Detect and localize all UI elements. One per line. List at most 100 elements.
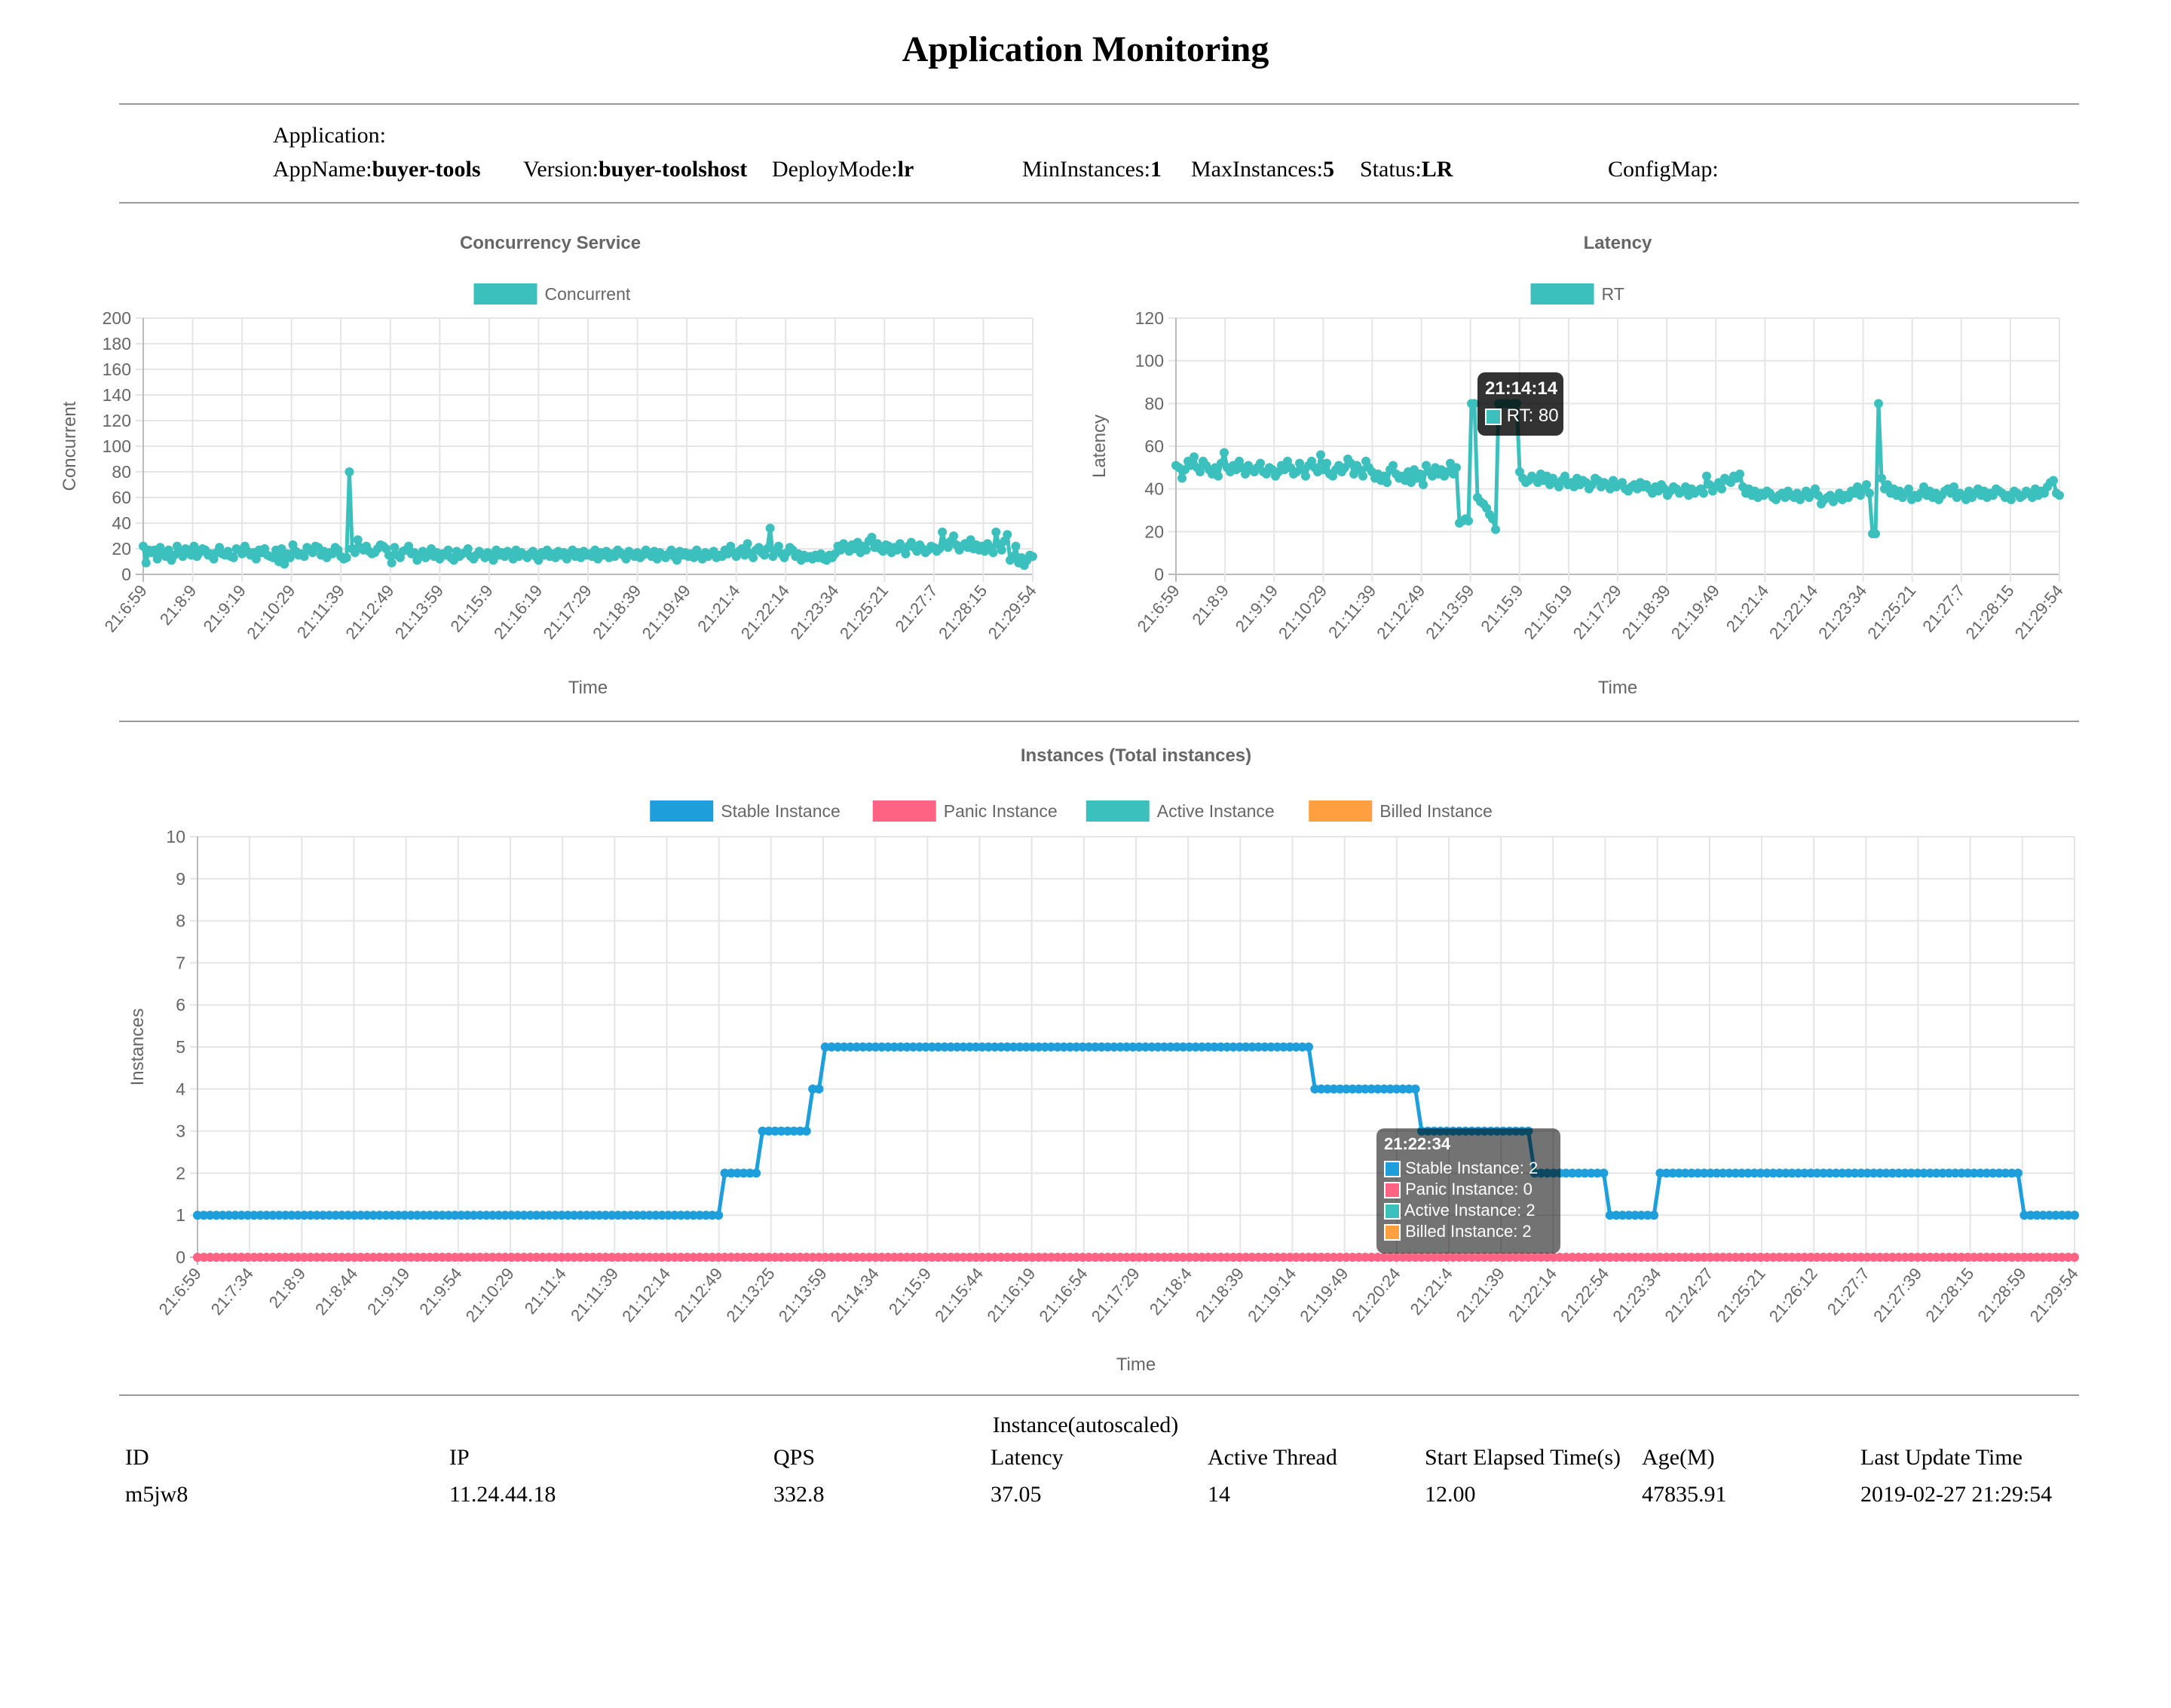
rt-point <box>1177 473 1187 483</box>
panic-point <box>406 1253 416 1262</box>
panic-point <box>1229 1253 1239 1262</box>
stable-point <box>2038 1211 2048 1220</box>
panic-point <box>381 1253 390 1262</box>
panic-point <box>1153 1253 1163 1262</box>
concurrent-point <box>384 550 393 560</box>
stable-point <box>1015 1042 1024 1051</box>
stable-point <box>406 1211 416 1220</box>
configmap-label: ConfigMap: <box>1608 157 1719 182</box>
panic-point <box>1141 1253 1150 1262</box>
panic-point <box>1944 1253 1954 1262</box>
stable-point <box>1863 1168 1872 1178</box>
application-label: Application: <box>273 123 386 148</box>
legend-label: Panic Instance <box>944 801 1058 821</box>
panic-point <box>1812 1253 1822 1262</box>
stable-point <box>538 1211 548 1220</box>
stable-point <box>1718 1168 1728 1178</box>
stable-point <box>507 1211 516 1220</box>
panic-point <box>1969 1253 1979 1262</box>
stable-point <box>833 1042 843 1051</box>
legend-label: RT <box>1602 284 1624 304</box>
x-tick-label: 21:19:49 <box>1667 581 1723 643</box>
x-tick-label: 21:22:14 <box>1765 581 1821 643</box>
stable-point <box>1285 1042 1295 1051</box>
stable-point <box>996 1042 1006 1051</box>
concurrent-point <box>765 523 775 533</box>
x-tick-label: 21:21:4 <box>1406 1264 1456 1318</box>
panic-point <box>1454 1253 1464 1262</box>
stable-point <box>1624 1211 1634 1220</box>
panic-point <box>733 1253 743 1262</box>
stable-point <box>312 1211 322 1220</box>
table-cell-active-thread: 14 <box>1208 1482 1230 1507</box>
stable-point <box>256 1211 265 1220</box>
instances-tooltip-stable: Stable Instance: 2 <box>1405 1159 1539 1177</box>
stable-point <box>1850 1168 1860 1178</box>
stable-point <box>1348 1084 1358 1094</box>
stable-point <box>1731 1168 1741 1178</box>
panic-point <box>2038 1253 2048 1262</box>
stable-point <box>1354 1084 1364 1094</box>
stable-point <box>1367 1084 1376 1094</box>
panic-point <box>331 1253 341 1262</box>
stable-point <box>1410 1084 1420 1094</box>
stable-point <box>984 1042 994 1051</box>
min-instances-field: MinInstances:1 <box>1022 157 1162 182</box>
page-title: Application Monitoring <box>902 29 1269 69</box>
max-instances-value: 5 <box>1322 157 1334 182</box>
stable-point <box>1844 1168 1854 1178</box>
rt-point <box>1491 525 1500 534</box>
panic-point <box>1505 1253 1514 1262</box>
table-cell-qps: 332.8 <box>773 1482 825 1507</box>
concurrent-point <box>280 559 289 569</box>
stable-point <box>1059 1042 1069 1051</box>
panic-point <box>2057 1253 2067 1262</box>
stable-point <box>865 1042 874 1051</box>
panic-point <box>1480 1253 1490 1262</box>
legend-swatch <box>1530 283 1594 305</box>
table-header-latency: Latency <box>991 1445 1064 1470</box>
y-tick-label: 100 <box>103 436 131 456</box>
panic-point <box>1631 1253 1640 1262</box>
panic-point <box>243 1253 253 1262</box>
stable-point <box>1856 1168 1866 1178</box>
panic-point <box>1266 1253 1276 1262</box>
panic-point <box>833 1253 843 1262</box>
panic-point <box>1423 1253 1433 1262</box>
stable-point <box>626 1211 635 1220</box>
stable-point <box>193 1211 202 1220</box>
panic-point <box>1003 1253 1012 1262</box>
panic-point <box>1052 1253 1062 1262</box>
stable-point <box>469 1211 479 1220</box>
x-tick-label: 21:17:29 <box>540 581 596 643</box>
panic-point <box>1297 1253 1307 1262</box>
stable-point <box>1241 1042 1251 1051</box>
panic-point <box>613 1253 623 1262</box>
panic-point <box>1561 1253 1571 1262</box>
panic-point <box>752 1253 761 1262</box>
stable-point <box>381 1211 390 1220</box>
panic-point <box>1492 1253 1502 1262</box>
stable-point <box>356 1211 366 1220</box>
stable-point <box>1379 1084 1389 1094</box>
panic-point <box>990 1253 1000 1262</box>
legend-label: Billed Instance <box>1379 801 1493 821</box>
panic-point <box>1605 1253 1615 1262</box>
concurrent-point <box>285 552 295 562</box>
rt-point <box>1389 461 1398 470</box>
concurrent-point <box>141 558 151 568</box>
rt-point <box>2055 491 2064 500</box>
stable-point <box>1869 1168 1879 1178</box>
stable-point <box>1392 1084 1401 1094</box>
stable-point <box>1580 1168 1590 1178</box>
concurrent-point <box>749 552 758 562</box>
panic-point <box>1191 1253 1201 1262</box>
stable-point <box>1931 1168 1941 1178</box>
panic-point <box>902 1253 912 1262</box>
x-tick-label: 21:28:15 <box>1962 581 2018 643</box>
stable-point <box>582 1211 592 1220</box>
panic-point <box>1900 1253 1910 1262</box>
panic-point <box>1322 1253 1332 1262</box>
stable-point <box>1172 1042 1182 1051</box>
panic-point <box>594 1253 604 1262</box>
